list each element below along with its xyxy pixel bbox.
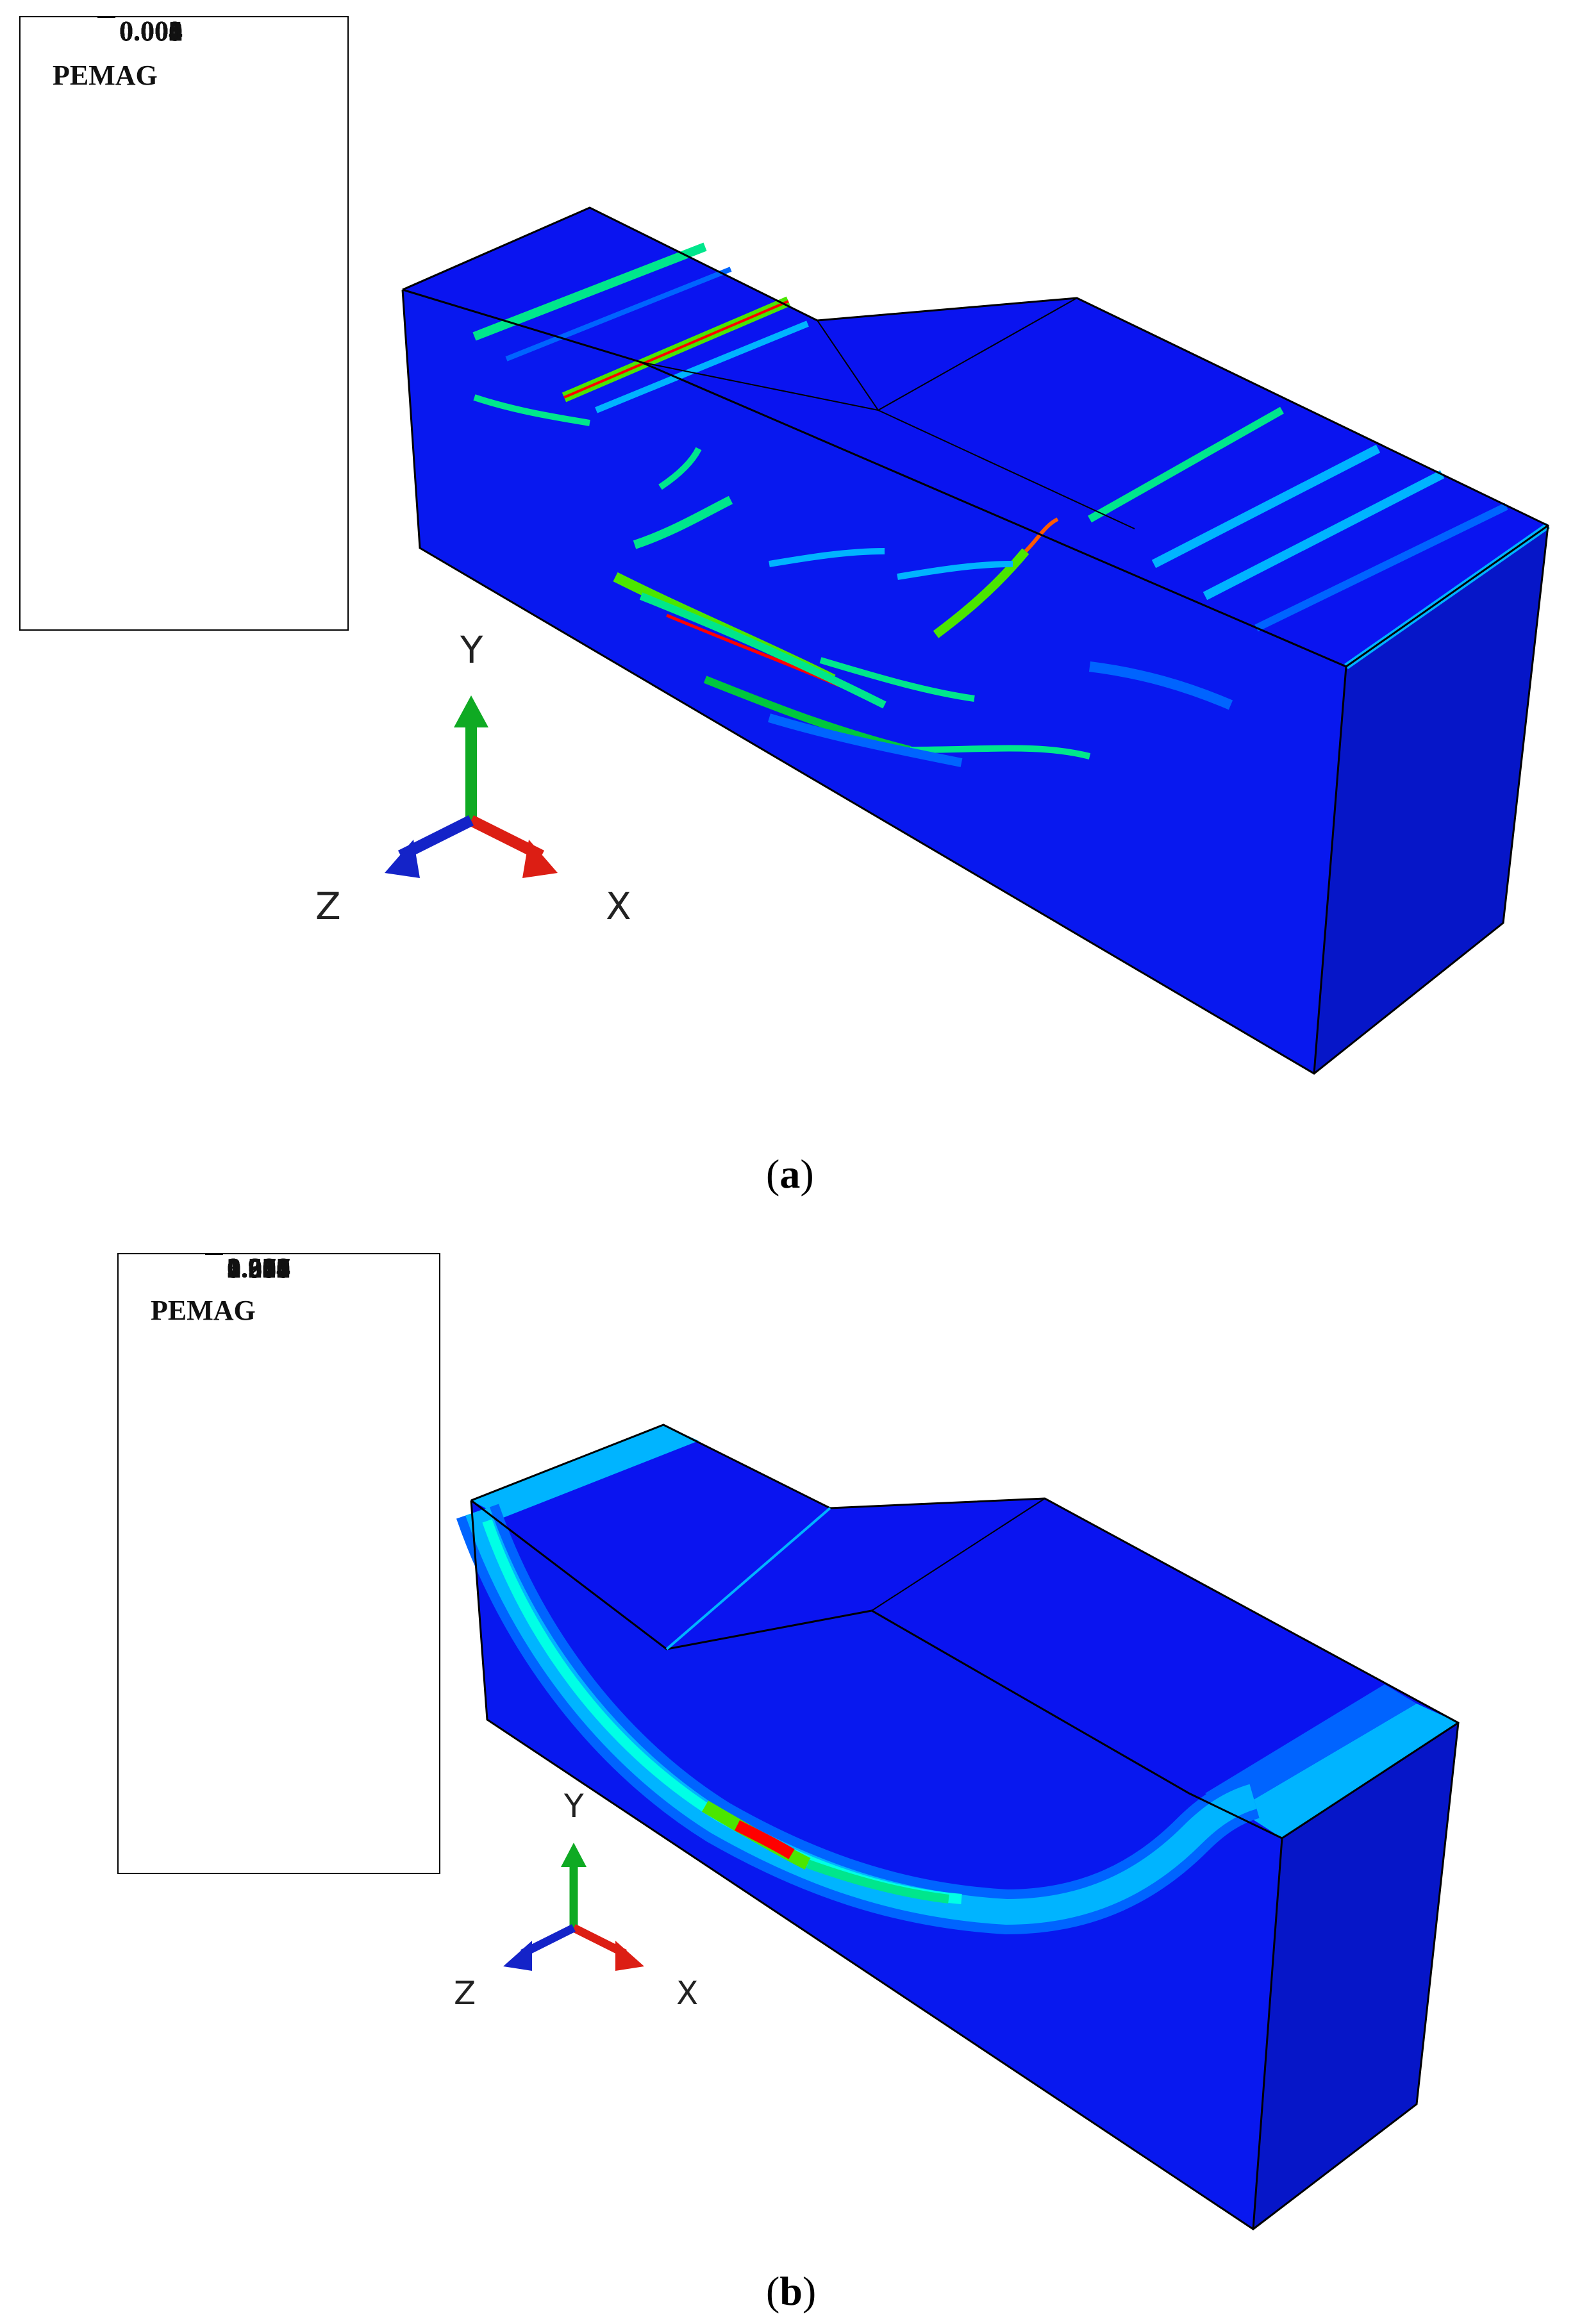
caption-open: ( xyxy=(766,1151,780,1197)
model-top-face xyxy=(471,1425,1458,1838)
legend-value: 0.002 xyxy=(119,15,183,47)
stripe xyxy=(471,1425,699,1518)
legend-value: 2.608 xyxy=(227,1252,290,1284)
shear-band xyxy=(1024,517,1059,553)
legend-value: 0.003 xyxy=(119,15,183,47)
legend-value: 1.304 xyxy=(227,1252,290,1284)
legend: PEMAG 0.004 0.003 0.003 0.003 0.003 0.002 0.00… xyxy=(19,16,349,631)
model-edges xyxy=(878,410,1135,529)
stripe xyxy=(1088,406,1284,523)
model-side-face xyxy=(1314,526,1548,1074)
model-edges xyxy=(665,1507,831,1650)
caption-close: ) xyxy=(802,2268,817,2314)
model-front-face xyxy=(471,1500,1282,2229)
axis-triad xyxy=(385,695,558,878)
model-a xyxy=(385,206,1550,1075)
legend-value: 0.652 xyxy=(227,1252,290,1284)
model-edges xyxy=(878,297,1078,411)
legend-value: 0.000 xyxy=(227,1252,290,1284)
caption-a: (a) xyxy=(766,1150,814,1198)
stripe xyxy=(1254,502,1508,632)
model-edges xyxy=(871,1498,1045,1611)
panel-b: PEMAG 3.913 3.587 3.261 2.935 2.608 2.282 1.95… xyxy=(0,1162,1582,2324)
legend-value: 0.978 xyxy=(227,1252,290,1284)
stripe xyxy=(505,267,732,361)
legend-value: 0.000 xyxy=(119,15,183,47)
axis-z-label: Z xyxy=(454,1975,476,2012)
color-scale xyxy=(205,1254,223,1255)
legend-value: 0.002 xyxy=(119,15,183,47)
slip-surface xyxy=(806,1859,949,1904)
shear-band xyxy=(897,561,1013,580)
axis-y-arrow xyxy=(454,695,488,727)
legend-value: 3.913 xyxy=(227,1252,290,1284)
legend-value: 0.001 xyxy=(119,15,183,47)
axis-triad xyxy=(503,1843,644,1971)
stripe xyxy=(1151,444,1381,569)
shear-band xyxy=(633,495,733,549)
legend-title: PEMAG xyxy=(53,60,158,91)
legend-value: 0.004 xyxy=(119,15,183,47)
color-scale xyxy=(97,17,115,18)
legend-value: 2.935 xyxy=(227,1252,290,1284)
shear-band xyxy=(933,548,1029,638)
shear-band xyxy=(658,447,702,490)
caption-letter: b xyxy=(779,2268,803,2314)
legend-value: 0.000 xyxy=(119,15,183,47)
legend-title: PEMAG xyxy=(151,1295,256,1326)
axis-x-arrow xyxy=(615,1941,644,1971)
stripe xyxy=(1237,1704,1458,1838)
shear-band xyxy=(819,657,975,702)
axis-y-label: Y xyxy=(460,628,483,672)
model-edges xyxy=(1252,1838,1283,2230)
legend-value: 0.003 xyxy=(119,15,183,47)
axis-y-arrow xyxy=(561,1843,587,1867)
legend-value: 0.003 xyxy=(119,15,183,47)
axis-z-arrow xyxy=(385,840,420,878)
legend-value: 0.003 xyxy=(119,15,183,47)
model-side-face xyxy=(1253,1723,1458,2229)
axis-x-label: X xyxy=(676,1975,699,2012)
legend-value: 2.282 xyxy=(227,1252,290,1284)
shear-band xyxy=(769,548,885,567)
axis-z-label: Z xyxy=(315,884,341,928)
legend-value: 1.630 xyxy=(227,1252,290,1284)
model-top-face xyxy=(403,208,1548,667)
shear-band xyxy=(767,713,963,767)
axis-y-label: Y xyxy=(564,1788,584,1825)
stripe xyxy=(1203,470,1445,601)
shear-band xyxy=(639,592,887,709)
model-edges xyxy=(1313,666,1347,1074)
shear-band xyxy=(473,394,590,426)
model-edges xyxy=(470,1499,1459,1839)
legend-value: 0.326 xyxy=(227,1252,290,1284)
axis-x-arrow xyxy=(522,840,558,878)
stripe xyxy=(1205,1684,1417,1809)
panel-a: PEMAG 0.004 0.003 0.003 0.003 0.003 0.002 0.00… xyxy=(19,16,1550,1197)
model-b xyxy=(456,1423,1460,2230)
slip-surface xyxy=(734,1820,795,1859)
legend-value: 3.587 xyxy=(227,1252,290,1284)
caption-b: (b) xyxy=(766,2268,816,2315)
shear-band xyxy=(910,745,1091,759)
legend: PEMAG 3.913 3.587 3.261 2.935 2.608 2.282 1.95… xyxy=(117,1253,440,1874)
axis-z-arrow xyxy=(503,1941,532,1971)
caption-close: ) xyxy=(800,1151,814,1197)
caption-letter: a xyxy=(779,1151,801,1197)
legend-value: 0.002 xyxy=(119,15,183,47)
legend-value: 0.001 xyxy=(119,15,183,47)
caption-open: ( xyxy=(766,2268,780,2314)
stripe xyxy=(595,320,809,413)
stripe xyxy=(472,242,707,341)
legend-value: 0.001 xyxy=(119,15,183,47)
axis-x-label: X xyxy=(606,884,631,928)
model-edges xyxy=(402,288,1549,668)
legend-value: 3.261 xyxy=(227,1252,290,1284)
stripe xyxy=(563,300,789,399)
model-front-face xyxy=(403,290,1346,1074)
legend-value: 1.956 xyxy=(227,1252,290,1284)
shear-band xyxy=(1089,661,1233,710)
